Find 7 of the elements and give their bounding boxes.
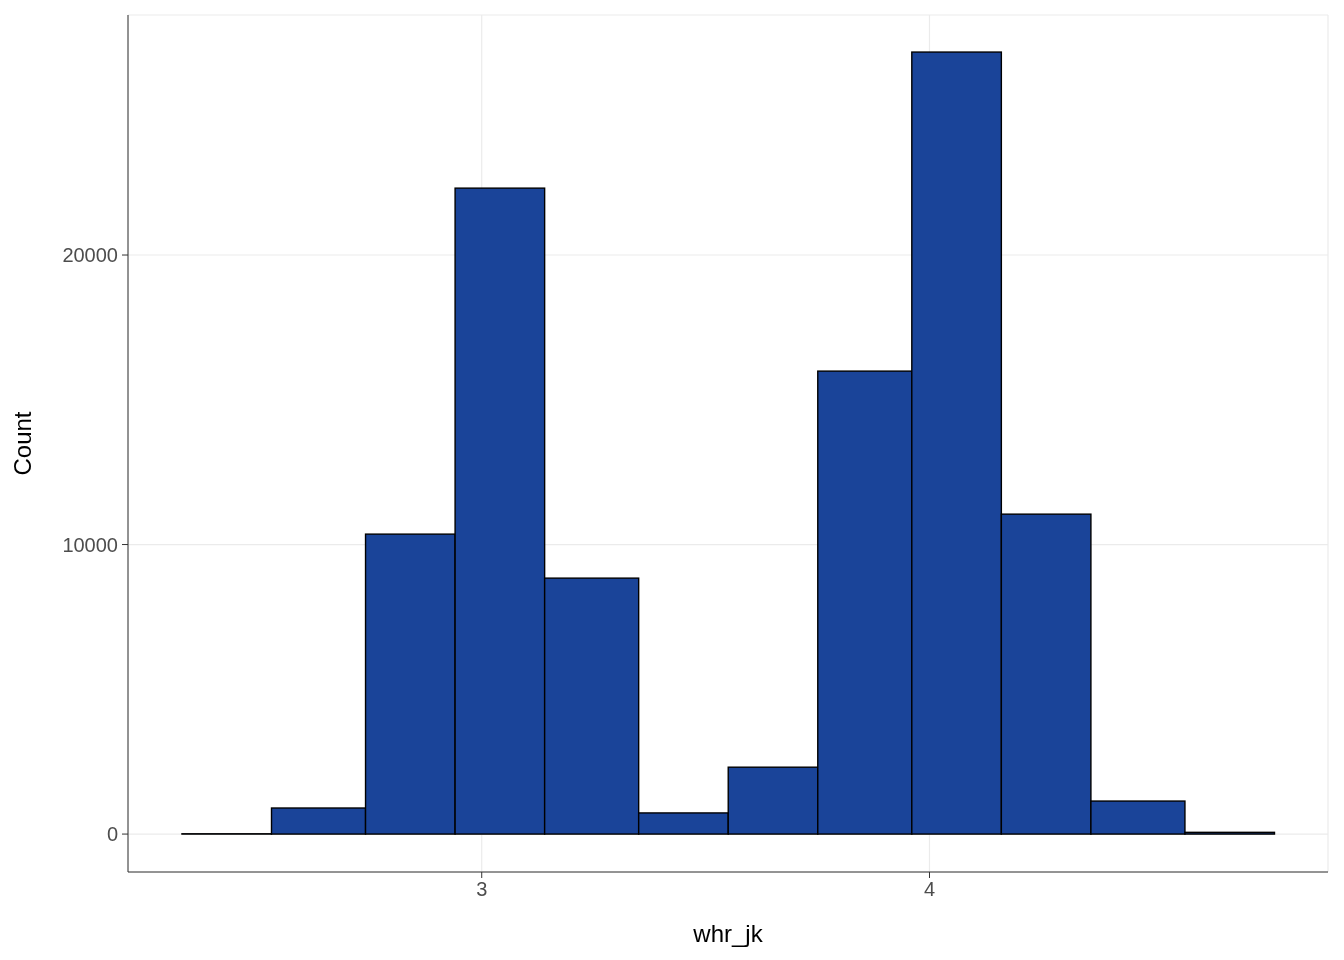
- y-axis-title: Count: [8, 411, 36, 476]
- x-tick-label: 3: [476, 878, 488, 901]
- y-tick-label: 10000: [62, 533, 118, 556]
- y-tick-label: 0: [106, 823, 118, 846]
- y-tick-label: 20000: [62, 244, 118, 267]
- x-axis-title: whr_jk: [692, 920, 764, 947]
- x-tick-label: 4: [923, 878, 936, 901]
